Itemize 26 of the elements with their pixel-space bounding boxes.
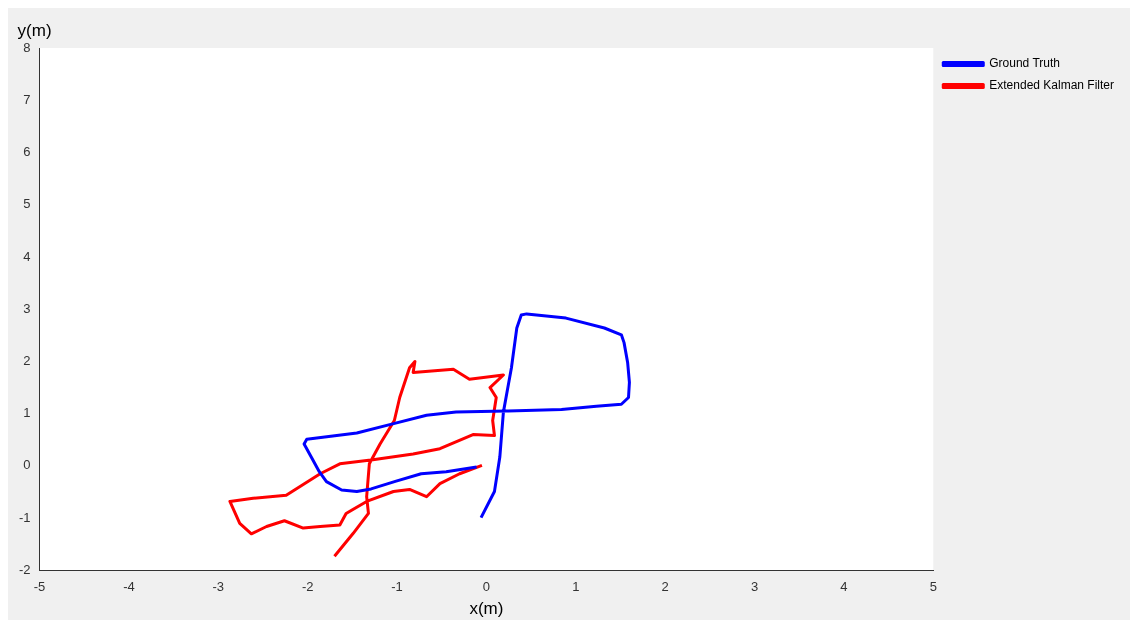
x-tick-label: 4	[840, 578, 848, 594]
y-tick-label: 4	[23, 248, 31, 264]
x-tick-label: -4	[123, 578, 135, 594]
y-tick-label: 7	[23, 91, 31, 107]
y-tick-label: 1	[23, 405, 31, 421]
y-tick-label: -2	[19, 561, 31, 577]
y-tick-label: 3	[23, 300, 31, 316]
x-tick-label: 0	[482, 578, 491, 594]
x-axis-title: x(m)	[469, 599, 504, 619]
y-tick-label: 0	[23, 457, 31, 473]
y-tick-label: 5	[23, 196, 31, 212]
x-tick-label: -1	[391, 578, 403, 594]
y-tick-label: 6	[23, 144, 31, 160]
x-tick-label: 2	[661, 578, 669, 594]
x-tick-label: 5	[929, 578, 937, 594]
x-tick-label: 1	[572, 578, 580, 594]
x-tick-label: 3	[750, 578, 759, 594]
y-axis-title: y(m)	[17, 21, 52, 41]
y-tick-label: 2	[23, 353, 31, 369]
y-tick-label: -1	[19, 509, 31, 525]
legend-label: Extended Kalman Filter	[989, 78, 1115, 93]
x-tick-label: -5	[33, 578, 46, 594]
y-tick-label: 8	[23, 39, 31, 55]
x-tick-label: -2	[301, 578, 314, 594]
legend-label: Ground Truth	[989, 56, 1060, 71]
x-tick-label: -3	[212, 578, 225, 594]
